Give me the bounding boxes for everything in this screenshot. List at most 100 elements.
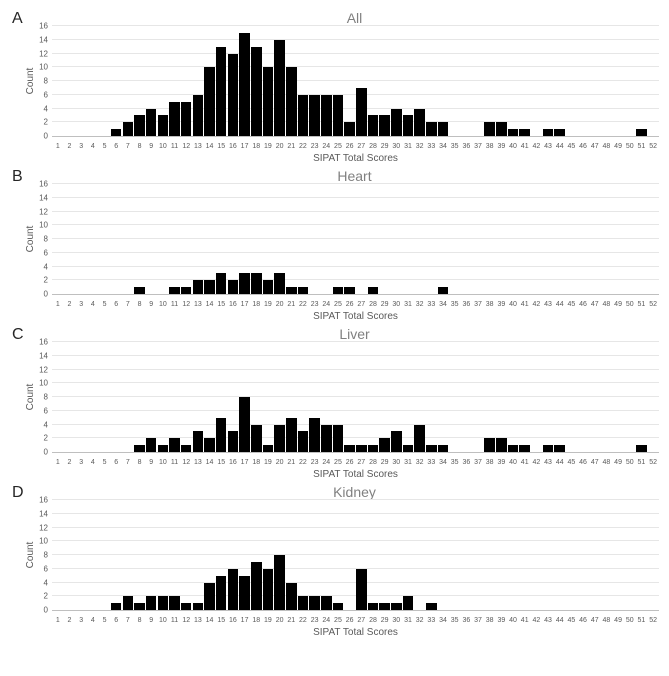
x-tick: 32 [416,143,424,150]
histogram-bar [438,445,449,452]
bar-slot: 10 [157,26,169,136]
bar-slot: 44 [554,26,566,136]
bar-slot: 1 [52,184,64,294]
histogram-bar [344,122,355,136]
histogram-bar [251,425,262,453]
histogram-bar [193,603,204,610]
x-tick: 14 [206,143,214,150]
bar-slot: 27 [355,26,367,136]
histogram-bar [426,603,437,610]
panel-title: All [50,10,659,26]
bar-slot: 2 [64,500,76,610]
x-tick: 12 [182,143,190,150]
x-tick: 9 [149,459,153,466]
x-tick: 29 [381,143,389,150]
y-tick: 6 [34,248,48,257]
histogram-bar [496,438,507,452]
histogram-bar [333,95,344,136]
bar-slot: 52 [647,342,659,452]
bar-slot: 35 [449,342,461,452]
x-tick: 42 [532,617,540,624]
x-tick: 23 [311,459,319,466]
y-tick: 12 [34,49,48,58]
bar-slot: 15 [215,26,227,136]
bar-slot: 36 [461,184,473,294]
y-tick: 6 [34,564,48,573]
bar-slot: 47 [589,342,601,452]
bar-slot: 21 [285,26,297,136]
y-tick: 14 [34,509,48,518]
bar-slot: 46 [577,342,589,452]
bar-slot: 9 [145,500,157,610]
x-tick: 15 [217,617,225,624]
x-tick: 32 [416,459,424,466]
x-tick: 8 [138,459,142,466]
bar-slot: 33 [426,184,438,294]
bars-container: 1234567891011121314151617181920212223242… [52,26,659,136]
x-tick: 40 [509,301,517,308]
x-tick: 18 [252,143,260,150]
x-tick: 32 [416,617,424,624]
chart-area: Count02468101214161234567891011121314151… [52,500,659,611]
bar-slot: 37 [472,184,484,294]
panel-letter: C [12,326,24,344]
bar-slot: 38 [484,184,496,294]
x-tick: 19 [264,301,272,308]
bar-slot: 46 [577,184,589,294]
x-tick: 49 [614,301,622,308]
bar-slot: 46 [577,26,589,136]
x-tick: 22 [299,143,307,150]
panel-letter: B [12,168,23,186]
x-tick: 5 [103,301,107,308]
x-tick: 34 [439,459,447,466]
x-tick: 11 [171,459,178,466]
x-tick: 52 [649,301,657,308]
x-tick: 11 [171,143,178,150]
x-axis-label: SIPAT Total Scores [52,627,659,638]
histogram-bar [228,280,239,294]
bar-slot: 32 [414,26,426,136]
x-tick: 1 [56,617,60,624]
y-tick: 2 [34,592,48,601]
bar-slot: 19 [262,26,274,136]
bar-slot: 4 [87,500,99,610]
x-tick: 31 [404,301,412,308]
x-tick: 29 [381,617,389,624]
histogram-bar [274,425,285,453]
bar-slot: 26 [344,500,356,610]
bar-slot: 24 [320,342,332,452]
bar-slot: 36 [461,26,473,136]
x-tick: 22 [299,301,307,308]
histogram-bar [554,445,565,452]
x-tick: 34 [439,301,447,308]
y-tick: 12 [34,207,48,216]
x-tick: 3 [79,143,83,150]
x-tick: 52 [649,459,657,466]
histogram-bar [379,603,390,610]
histogram-bar [368,287,379,294]
bar-slot: 41 [519,342,531,452]
bar-slot: 20 [274,184,286,294]
y-tick: 4 [34,578,48,587]
x-tick: 21 [287,143,295,150]
bar-slot: 36 [461,342,473,452]
histogram-bar [333,603,344,610]
bar-slot: 20 [274,342,286,452]
bar-slot: 11 [169,26,181,136]
histogram-bar [333,425,344,453]
bar-slot: 49 [612,500,624,610]
x-tick: 19 [264,617,272,624]
x-tick: 27 [357,301,365,308]
x-tick: 25 [334,301,342,308]
x-tick: 46 [579,143,587,150]
histogram-bar [263,67,274,136]
bar-slot: 47 [589,26,601,136]
x-tick: 41 [521,143,529,150]
x-tick: 13 [194,617,202,624]
bar-slot: 40 [507,342,519,452]
bar-slot: 50 [624,500,636,610]
x-tick: 7 [126,301,130,308]
bar-slot: 3 [75,342,87,452]
histogram-bar [123,596,134,610]
x-tick: 12 [182,459,190,466]
